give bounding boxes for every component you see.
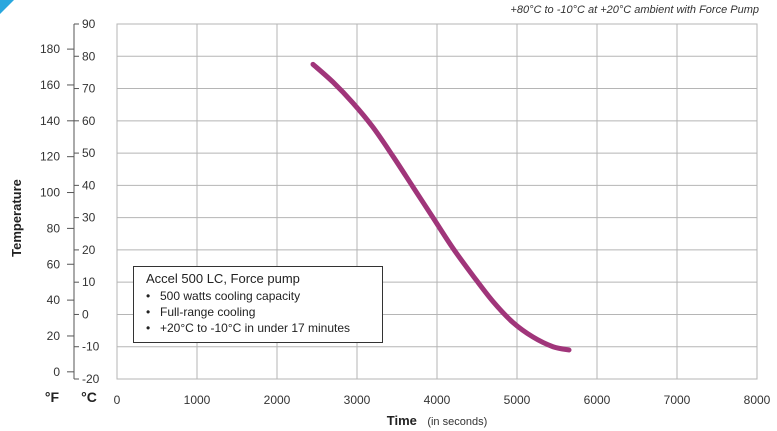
c-tick-label: 0 xyxy=(82,307,89,321)
x-axis-title-group: Time (in seconds) xyxy=(387,412,487,429)
chart-subtitle: +80°C to -10°C at +20°C ambient with For… xyxy=(510,4,759,16)
x-tick-label: 0 xyxy=(114,393,121,407)
c-tick-label: 80 xyxy=(82,49,96,63)
legend-item: Full-range cooling xyxy=(146,304,374,320)
c-tick-label: 60 xyxy=(82,114,96,128)
f-tick-label: 60 xyxy=(47,257,61,271)
series-line xyxy=(310,61,572,353)
f-tick-label: 20 xyxy=(47,329,61,343)
f-tick-label: 0 xyxy=(53,365,60,379)
f-tick-label: 160 xyxy=(40,78,60,92)
f-tick-label: 80 xyxy=(47,221,61,235)
x-tick-label: 8000 xyxy=(744,393,771,407)
y-axis-title: Temperature xyxy=(9,179,24,257)
c-tick-label: 40 xyxy=(82,178,96,192)
x-axis-unit: (in seconds) xyxy=(427,416,487,428)
plot-area xyxy=(310,61,572,353)
x-tick-label: 6000 xyxy=(584,393,611,407)
legend-item: 500 watts cooling capacity xyxy=(146,288,374,304)
x-axis-title: Time xyxy=(387,413,417,428)
f-unit-label: °F xyxy=(45,389,60,405)
c-tick-label: 30 xyxy=(82,211,96,225)
x-tick-label: 3000 xyxy=(344,393,371,407)
x-tick-label: 2000 xyxy=(264,393,291,407)
x-tick-label: 5000 xyxy=(504,393,531,407)
c-tick-label: -10 xyxy=(82,340,100,354)
f-tick-label: 120 xyxy=(40,150,60,164)
corner-accent xyxy=(0,0,14,14)
x-tick-label: 7000 xyxy=(664,393,691,407)
legend-item: +20°C to -10°C in under 17 minutes xyxy=(146,320,374,336)
f-tick-label: 40 xyxy=(47,293,61,307)
f-tick-label: 100 xyxy=(40,186,60,200)
c-tick-label: 70 xyxy=(82,82,96,96)
c-tick-label: 20 xyxy=(82,243,96,257)
f-tick-label: 180 xyxy=(40,42,60,56)
legend: Accel 500 LC, Force pump 500 watts cooli… xyxy=(133,266,383,343)
axes xyxy=(67,23,79,380)
c-tick-label: 90 xyxy=(82,17,96,31)
c-tick-label: -20 xyxy=(82,372,100,386)
tick-labels: 0 1000 2000 3000 4000 5000 6000 7000 8000-20-100… xyxy=(40,17,771,407)
legend-title: Accel 500 LC, Force pump xyxy=(146,271,300,286)
f-tick-label: 140 xyxy=(40,114,60,128)
c-unit-label: °C xyxy=(81,389,97,405)
c-tick-label: 50 xyxy=(82,146,96,160)
x-tick-label: 4000 xyxy=(424,393,451,407)
c-tick-label: 10 xyxy=(82,275,96,289)
x-tick-label: 1000 xyxy=(184,393,211,407)
